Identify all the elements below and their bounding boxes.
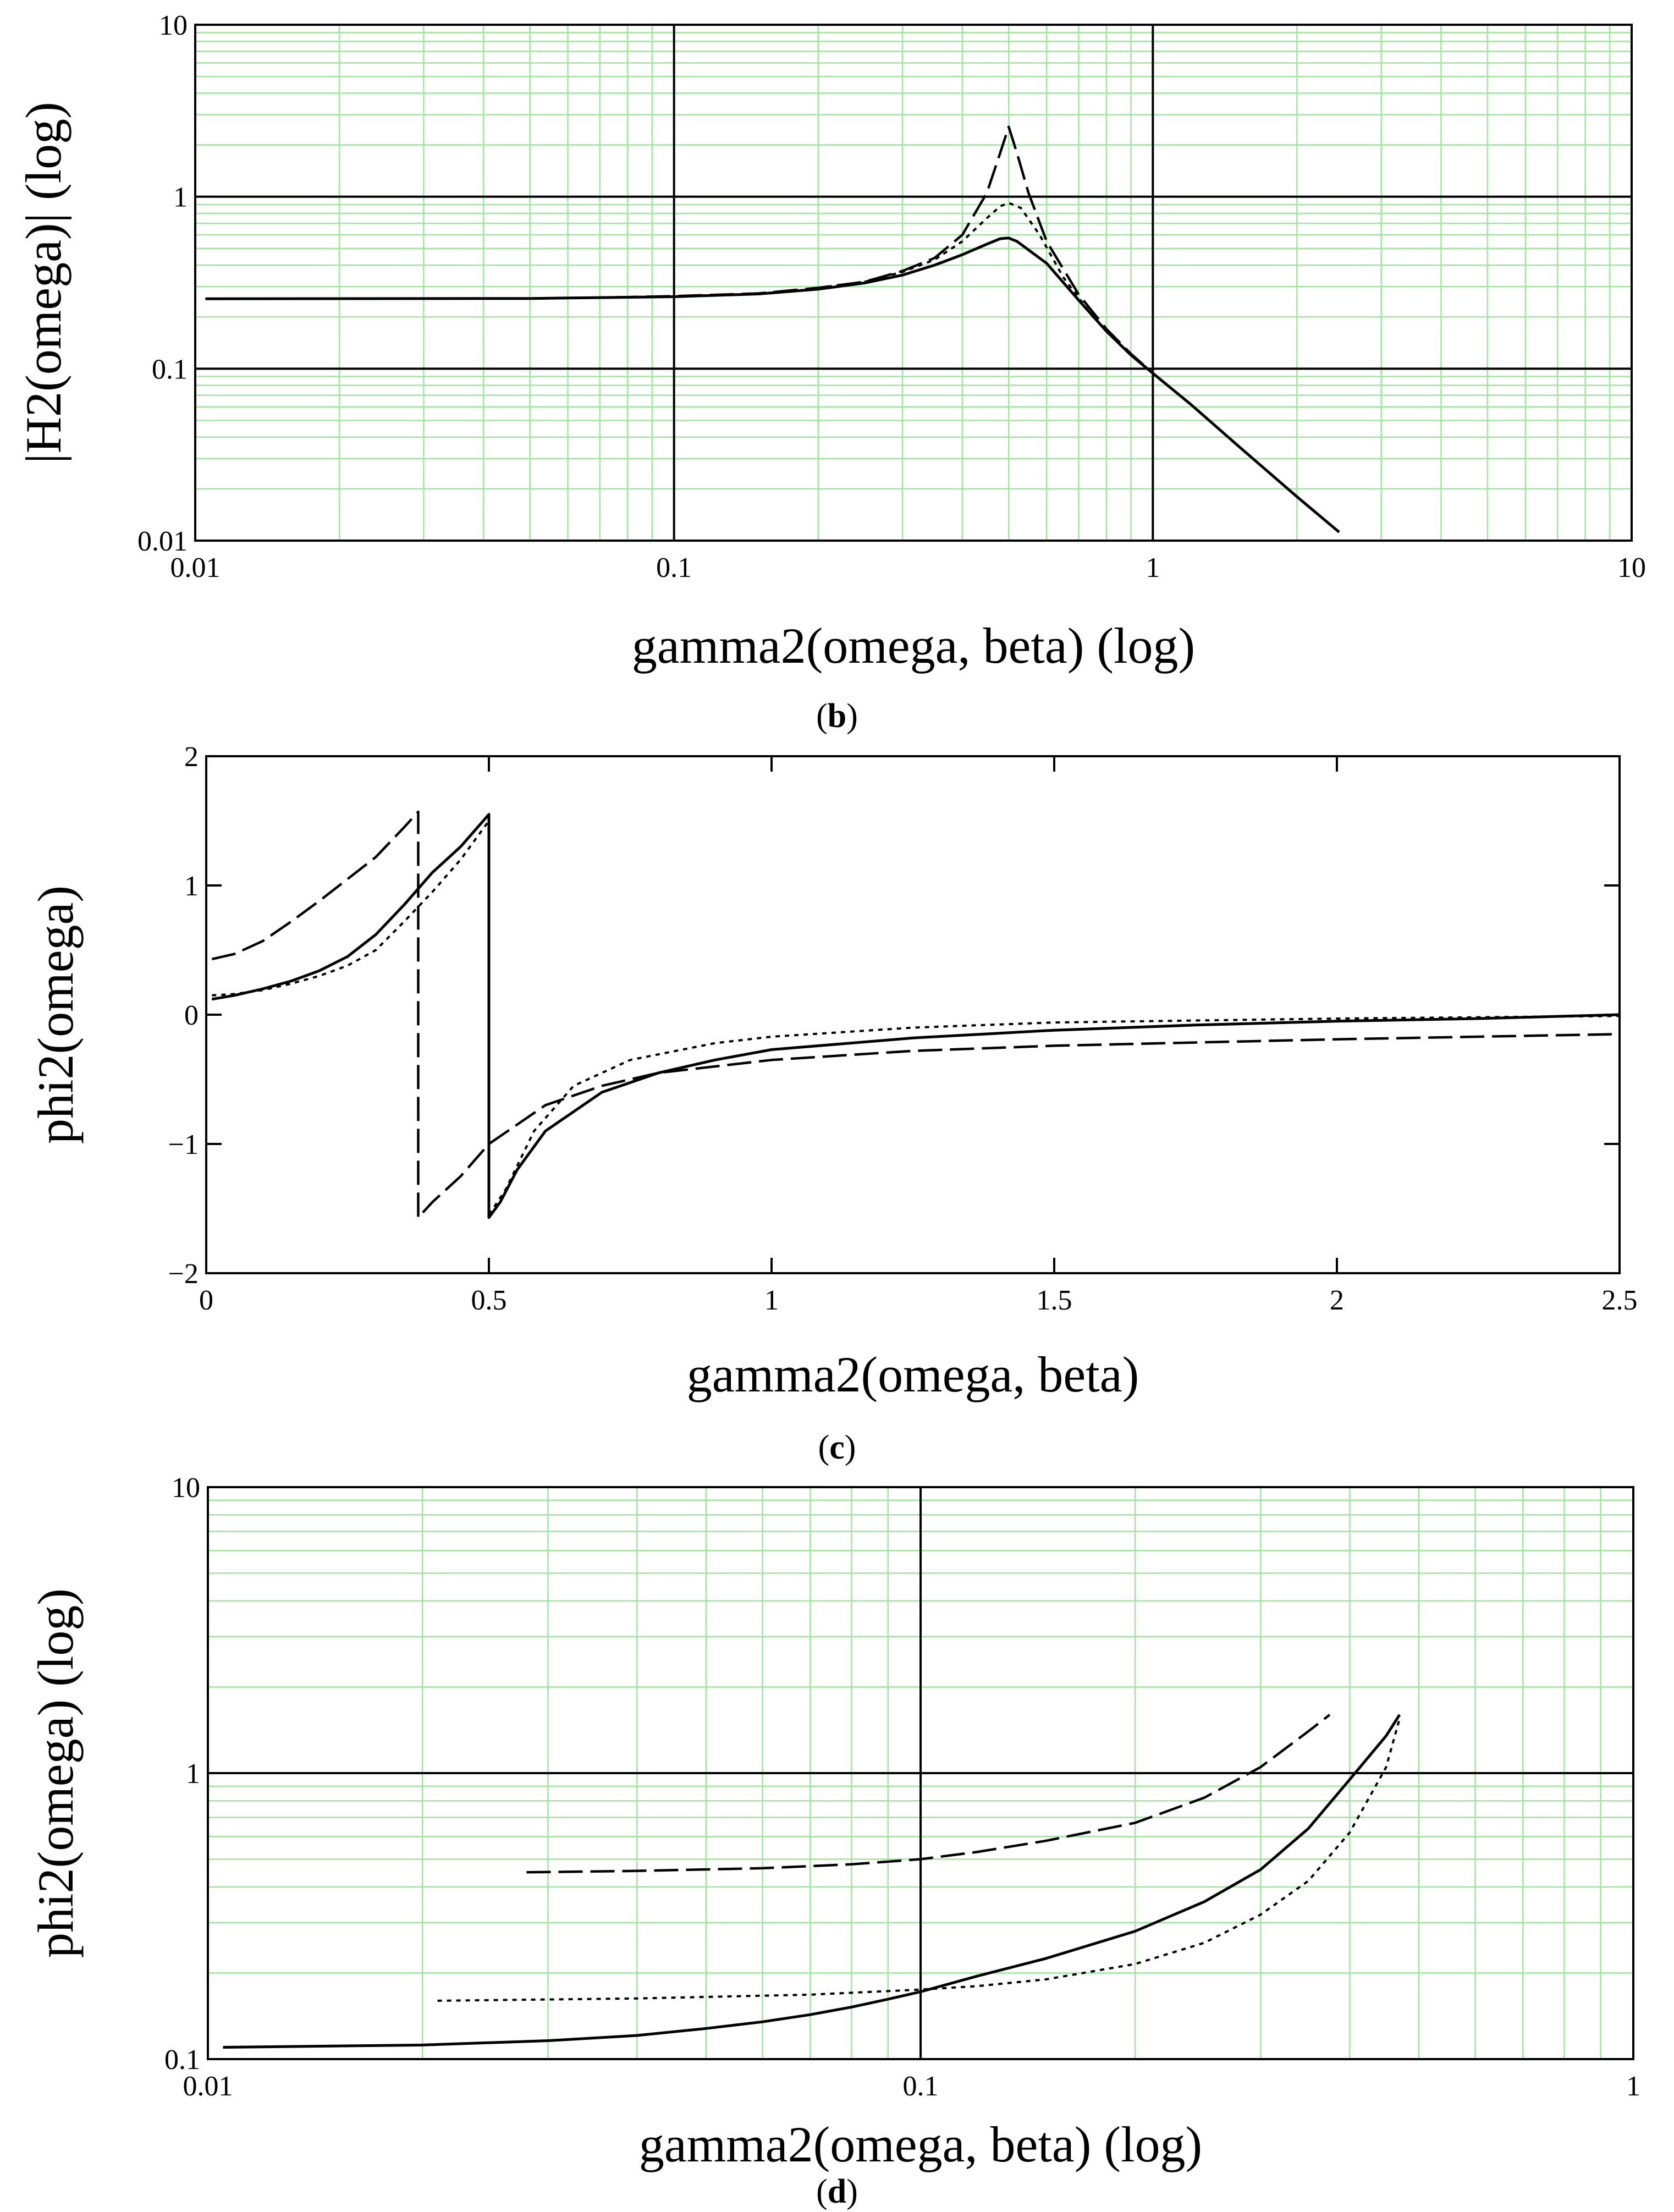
panel-d-grid: [208, 1487, 1633, 2059]
y-tick-label: 10: [159, 10, 188, 41]
x-tick-label: 0.1: [903, 2071, 939, 2102]
panel-b-frame: [194, 24, 1633, 542]
panel-d-label-letter: d: [828, 2173, 846, 2210]
series-line-dotted: [212, 819, 1620, 1217]
series-line-dashed: [526, 1714, 1331, 1874]
panel-d-y-tick-labels: 0.1 1 10: [164, 1472, 200, 2076]
panel-b-series: [205, 125, 1340, 533]
x-tick-label: 1: [1146, 552, 1160, 584]
y-tick-label: 0.1: [152, 354, 188, 385]
x-tick-label: 1: [1626, 2071, 1640, 2102]
series-line-dotted: [818, 202, 1154, 375]
panel-d-series: [223, 1714, 1401, 2049]
x-tick-label: 10: [1617, 552, 1646, 584]
series-line-dashed: [614, 125, 1154, 375]
x-tick-label: 0.01: [183, 2071, 233, 2102]
panel-b-label-letter: b: [828, 697, 846, 735]
y-tick-label: 0.1: [164, 2044, 200, 2076]
panel-c-label: (c): [818, 1429, 856, 1466]
panel-d-x-tick-labels: 0.01 0.1 1: [183, 2071, 1641, 2102]
y-tick-label: −2: [168, 1258, 199, 1290]
x-tick-label: 0.5: [471, 1285, 507, 1316]
panel-c-ticks: [205, 755, 1621, 1274]
y-tick-label: −1: [168, 1129, 199, 1160]
panel-b: 0.01 0.1 1 10 0.01 0.1 1 10 gamma2(omega, beta…: [15, 10, 1646, 735]
panel-b-label: (b): [816, 697, 858, 735]
y-tick-label: 10: [172, 1472, 200, 1504]
panel-c-y-tick-labels: −2 −1 0 1 2: [168, 741, 199, 1290]
y-tick-label: 0: [184, 1000, 199, 1031]
y-tick-label: 1: [186, 1758, 200, 1790]
x-tick-label: 0.01: [170, 552, 221, 584]
panel-d-x-axis-title: gamma2(omega, beta) (log): [639, 2116, 1202, 2172]
panel-b-y-tick-labels: 0.01 0.1 1 10: [137, 10, 188, 557]
series-line-solid: [223, 1714, 1401, 2049]
panel-c-x-axis-title: gamma2(omega, beta): [687, 1346, 1139, 1402]
panel-d-label: (d): [816, 2173, 858, 2210]
panel-b-grid: [195, 25, 1632, 541]
panel-c: 0 0.5 1 1.5 2 2.5 −2 −1 0 1 2 gamma2(omega, beta)…: [27, 741, 1638, 1466]
x-tick-label: 0.1: [656, 552, 692, 584]
y-tick-label: 1: [173, 182, 188, 213]
panel-c-y-axis-title: phi2(omega): [27, 885, 84, 1144]
series-line-dotted: [437, 1718, 1401, 2002]
x-tick-label: 1.5: [1037, 1285, 1072, 1316]
panel-b-x-tick-labels: 0.01 0.1 1 10: [170, 552, 1647, 584]
panel-c-x-tick-labels: 0 0.5 1 1.5 2 2.5: [199, 1285, 1638, 1316]
panel-d-frame: [207, 1486, 1634, 2060]
y-tick-label: 0.01: [137, 526, 188, 557]
y-tick-label: 1: [184, 871, 199, 902]
x-tick-label: 0: [199, 1285, 213, 1316]
x-tick-label: 2.5: [1602, 1285, 1638, 1316]
panel-d-y-axis-title: phi2(omega) (log): [27, 1588, 84, 1958]
series-line-dashed: [211, 810, 1620, 1219]
y-tick-label: 2: [184, 741, 199, 773]
series-line-solid: [211, 813, 1620, 1219]
panel-b-y-axis-title: |H2(omega)| (log): [15, 102, 71, 464]
panel-b-x-axis-title: gamma2(omega, beta) (log): [632, 618, 1195, 674]
x-tick-label: 1: [764, 1285, 779, 1316]
x-tick-label: 2: [1330, 1285, 1344, 1316]
panel-c-label-letter: c: [829, 1429, 845, 1466]
panel-c-series: [211, 810, 1620, 1219]
